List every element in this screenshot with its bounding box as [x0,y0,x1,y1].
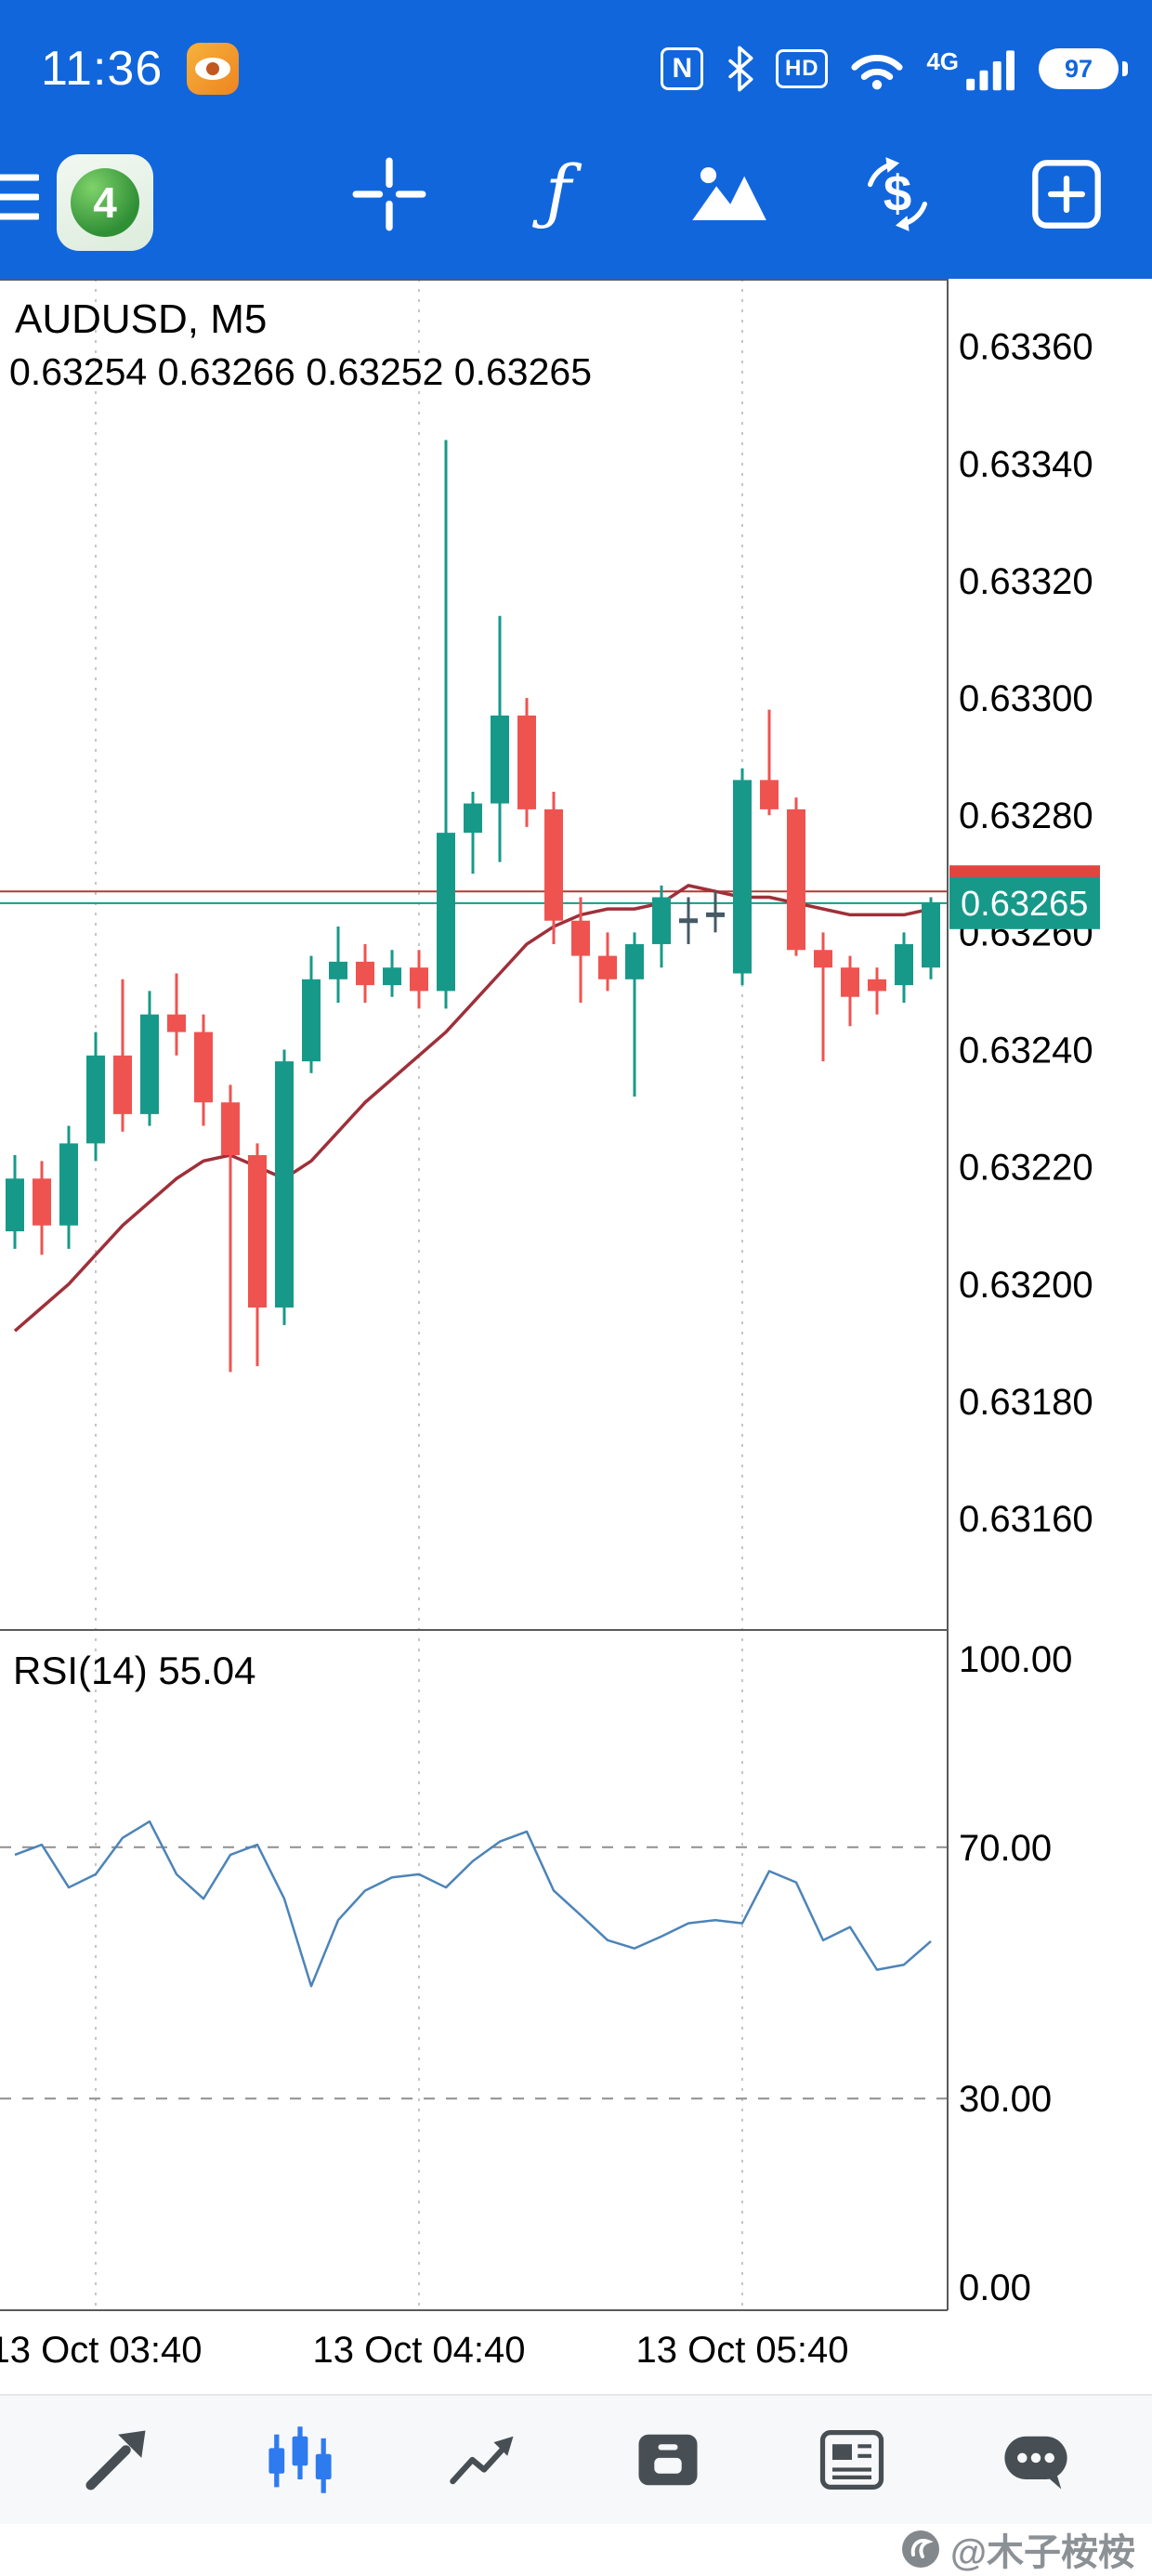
mt4-logo-number: 4 [71,168,139,237]
rsi-label: RSI(14) 55.04 [13,1649,255,1692]
quotes-icon[interactable] [72,2415,161,2504]
app-header: 11:36 N HD 4G [0,0,1152,279]
svg-text:0.63320: 0.63320 [959,561,1093,602]
nfc-icon: N [661,47,704,90]
ma-line [13,884,932,1333]
svg-text:70.00: 70.00 [959,1828,1052,1869]
watermark-text: @木子桉桉 [949,2532,1135,2573]
rsi-line [14,1820,932,1988]
trade-icon[interactable] [439,2415,529,2504]
news-icon[interactable] [807,2415,897,2504]
battery-percent: 97 [1064,54,1093,83]
svg-text:13 Oct 04:40: 13 Oct 04:40 [312,2330,525,2371]
watermark-logo-icon [901,2530,939,2568]
candles [6,440,940,1373]
svg-text:$: $ [884,165,911,222]
network-type-label: 4G [926,47,959,75]
clock: 11:36 [41,42,164,96]
watermark: @木子桉桉 [900,2522,1135,2576]
bluetooth-icon [728,46,753,92]
svg-text:13 Oct 05:40: 13 Oct 05:40 [635,2330,848,2371]
hd-icon: HD [776,49,829,88]
time-axis: 13 Oct 03:40 13 Oct 04:40 13 Oct 05:40 [0,2330,849,2371]
indicators-icon[interactable]: ƒ [544,150,572,232]
objects-icon[interactable] [688,162,768,227]
add-chart-icon[interactable] [1029,157,1104,231]
chart-area[interactable]: 0.63360 0.63340 0.63320 0.63300 0.63280 0.632… [0,279,1152,2394]
mt4-app-icon[interactable]: 4 [57,154,153,251]
wifi-icon [851,55,903,90]
svg-text:0.63180: 0.63180 [959,1382,1093,1423]
svg-text:0.63200: 0.63200 [959,1265,1093,1306]
svg-text:0.63340: 0.63340 [959,444,1093,485]
svg-text:0.63240: 0.63240 [959,1030,1093,1071]
chart-canvas[interactable]: 0.63360 0.63340 0.63320 0.63300 0.63280 0.632… [0,279,1152,2394]
grid-lines [0,279,948,2310]
bid-price-label: 0.63265 [961,885,1088,924]
history-icon[interactable] [623,2415,713,2504]
bottom-navigation [0,2394,1152,2524]
symbol-label: AUDUSD, M5 [15,296,267,342]
status-bar: 11:36 N HD 4G [0,0,1152,130]
svg-text:30.00: 30.00 [959,2079,1052,2120]
svg-text:0.63300: 0.63300 [959,678,1093,719]
svg-text:0.00: 0.00 [959,2267,1031,2308]
new-order-icon[interactable]: $ [858,155,936,233]
charts-icon[interactable] [255,2415,345,2504]
svg-text:0.63220: 0.63220 [959,1148,1093,1189]
crosshair-icon[interactable] [352,157,426,231]
svg-text:100.00: 100.00 [959,1639,1072,1680]
weibo-eye-icon [187,43,240,95]
signal-icon: 4G [926,46,1018,92]
ohlc-label: 0.63254 0.63266 0.63252 0.63265 [9,350,592,393]
bid-price-badge [949,876,1100,929]
price-axis: 0.63360 0.63340 0.63320 0.63300 0.63280 0.632… [959,327,1093,2308]
svg-text:13 Oct 03:40: 13 Oct 03:40 [0,2330,203,2371]
menu-icon[interactable] [0,172,39,222]
battery-icon: 97 [1039,48,1128,89]
svg-text:0.63280: 0.63280 [959,795,1093,836]
svg-text:0.63160: 0.63160 [959,1499,1093,1540]
svg-text:0.63360: 0.63360 [959,327,1093,368]
messages-icon[interactable] [991,2415,1080,2504]
